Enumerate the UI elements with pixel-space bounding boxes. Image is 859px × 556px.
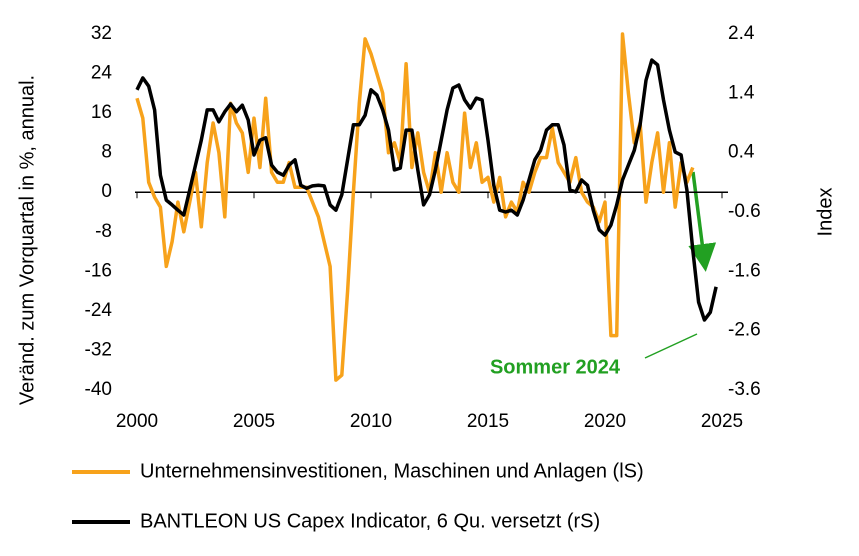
- annotation: Sommer 2024: [490, 356, 621, 378]
- y2-tick-label: -2.6: [728, 320, 761, 341]
- y-tick-label: 32: [91, 23, 112, 44]
- y-tick-label: 24: [91, 63, 113, 84]
- legend-label: Unternehmensinvestitionen, Maschinen und…: [140, 460, 644, 482]
- y2-axis-label: Index: [814, 188, 836, 237]
- y-tick-label: -24: [85, 300, 113, 321]
- x-tick-label: 2020: [584, 411, 626, 432]
- x-tick-label: 2025: [701, 411, 743, 432]
- y2-tick-label: 2.4: [728, 23, 755, 44]
- y2-tick-label: 1.4: [728, 82, 755, 103]
- x-tick-label: 2000: [116, 411, 158, 432]
- series-line: [135, 58, 718, 322]
- y-tick-label: 8: [101, 142, 112, 163]
- trend-arrow: [688, 171, 717, 272]
- y-tick-label: -40: [85, 379, 112, 400]
- y-tick-label: -16: [85, 260, 112, 281]
- x-tick-label: 2015: [467, 411, 509, 432]
- y2-tick-label: -1.6: [728, 260, 761, 281]
- y2-tick-label: -0.6: [728, 201, 761, 222]
- y-tick-label: 16: [91, 102, 112, 123]
- y2-tick-label: 0.4: [728, 142, 755, 163]
- y-tick-label: 0: [101, 181, 112, 202]
- annotation-line: [644, 333, 698, 359]
- y-tick-label: -32: [85, 339, 112, 360]
- x-tick-label: 2005: [233, 411, 275, 432]
- y-axis-label: Veränd. zum Vorquartal in %, annual.: [16, 75, 38, 405]
- x-tick-label: 2010: [350, 411, 392, 432]
- legend-label: BANTLEON US Capex Indicator, 6 Qu. verse…: [140, 510, 600, 532]
- series-line: [135, 32, 695, 382]
- y-tick-label: -8: [95, 221, 112, 242]
- y2-tick-label: -3.6: [728, 379, 761, 400]
